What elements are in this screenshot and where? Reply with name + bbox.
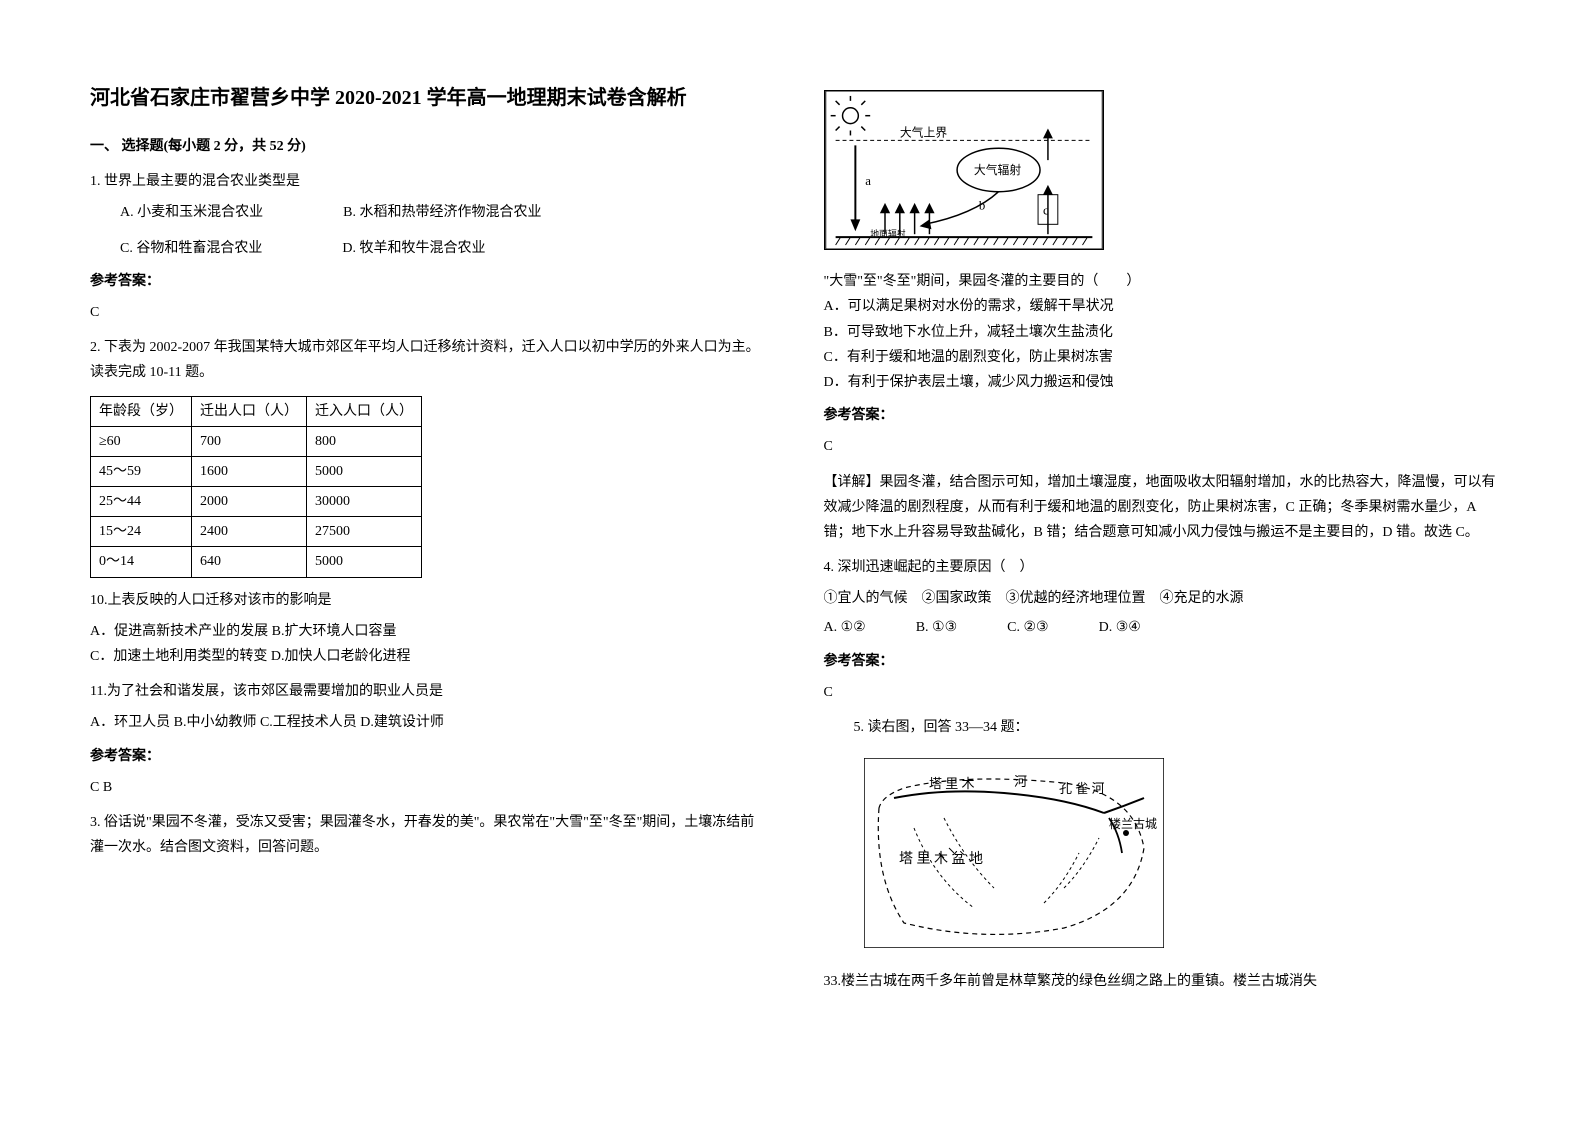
q3-opt-d: D．有利于保护表层土壤，减少风力搬运和侵蚀 [824,370,1498,395]
q1-opt-d: D. 牧羊和牧牛混合农业 [342,236,485,261]
map-city: 楼兰古城 [1109,816,1157,831]
label-radiation: 大气辐射 [973,163,1021,177]
table-row: 15～24240027500 [91,517,422,547]
table-cell: 800 [307,426,422,456]
map-river1: 塔 里 木 [929,776,975,791]
page-title: 河北省石家庄市翟营乡中学 2020-2021 学年高一地理期末试卷含解析 [90,80,764,116]
q1-opt-a: A. 小麦和玉米混合农业 [120,200,263,225]
label-ground: 地面辐射 [870,228,906,239]
table-cell: 15～24 [91,517,192,547]
table-cell: 25～44 [91,487,192,517]
q4-opt-c: C. ②③ [1007,615,1048,640]
q4-opt-b: B. ①③ [916,615,957,640]
map-basin: 塔 里 木 盆 地 [899,851,983,867]
q4-choices: ①宜人的气候 ②国家政策 ③优越的经济地理位置 ④充足的水源 [824,586,1498,611]
table-cell: 45～59 [91,456,192,486]
table-cell: ≥60 [91,426,192,456]
atmosphere-diagram: 大气上界 a 大气辐射 b c [824,90,1104,250]
q2-sub10-cd: C．加速土地利用类型的转变 D.加快人口老龄化进程 [90,644,764,669]
q4-opt-d: D. ③④ [1099,615,1141,640]
label-top: 大气上界 [899,125,947,139]
q1-opt-c: C. 谷物和牲畜混合农业 [120,236,262,261]
q1-answer-label: 参考答案： [90,269,764,294]
right-column: 大气上界 a 大气辐射 b c [824,80,1498,1042]
q3-stem: "大雪"至"冬至"期间，果园冬灌的主要目的（ ） [824,269,1498,294]
map-river1b: 河 [1014,774,1027,789]
q4-answer: C [824,680,1498,705]
table-row: ≥60700800 [91,426,422,456]
q1-opt-b: B. 水稻和热带经济作物混合农业 [343,200,541,225]
q3-opt-c: C．有利于缓和地温的剧烈变化，防止果树冻害 [824,345,1498,370]
label-b: b [978,199,984,213]
map-river2: 孔 雀 河 [1059,781,1105,796]
q3-opt-b: B．可导致地下水位上升，减轻土壤次生盐渍化 [824,320,1498,345]
table-cell: 2400 [192,517,307,547]
table-cell: 5000 [307,456,422,486]
left-column: 河北省石家庄市翟营乡中学 2020-2021 学年高一地理期末试卷含解析 一、 … [90,80,764,1042]
table-row: 25～44200030000 [91,487,422,517]
q3-text: 3. 俗话说"果园不冬灌，受冻又受害；果园灌冬水，开春发的美"。果农常在"大雪"… [90,810,764,860]
q4-opt-a: A. ①② [824,615,866,640]
q1-text: 1. 世界上最主要的混合农业类型是 [90,169,764,194]
q1-answer: C [90,300,764,325]
label-c: c [1043,203,1049,217]
table-row: 0～146405000 [91,547,422,577]
q2-sub10-ab: A．促进高新技术产业的发展 B.扩大环境人口容量 [90,619,764,644]
q2-sub10: 10.上表反映的人口迁移对该市的影响是 [90,588,764,613]
q2-answer: C B [90,775,764,800]
table-cell: 1600 [192,456,307,486]
table-cell: 640 [192,547,307,577]
q3-explain: 【详解】果园冬灌，结合图示可知，增加土壤湿度，地面吸收太阳辐射增加，水的比热容大… [824,470,1498,546]
table-cell: 30000 [307,487,422,517]
q3-answer: C [824,434,1498,459]
q2-table: 年龄段（岁） 迁出人口（人） 迁入人口（人） ≥6070080045～59160… [90,396,422,578]
q5-sub33: 33.楼兰古城在两千多年前曾是林草繁茂的绿色丝绸之路上的重镇。楼兰古城消失 [824,969,1498,994]
th-out: 迁出人口（人） [192,396,307,426]
q2-sub11-opts: A．环卫人员 B.中小幼教师 C.工程技术人员 D.建筑设计师 [90,710,764,735]
table-cell: 5000 [307,547,422,577]
table-row: 45～5916005000 [91,456,422,486]
q2-text: 2. 下表为 2002-2007 年我国某特大城市郊区年平均人口迁移统计资料，迁… [90,335,764,385]
q2-answer-label: 参考答案： [90,744,764,769]
tarim-map: 塔 里 木 河 孔 雀 河 塔 里 木 盆 地 楼兰古城 [864,758,1164,948]
section-header: 一、 选择题(每小题 2 分，共 52 分) [90,134,764,159]
q3-answer-label: 参考答案： [824,403,1498,428]
table-cell: 2000 [192,487,307,517]
table-cell: 0～14 [91,547,192,577]
table-cell: 700 [192,426,307,456]
label-a: a [865,174,871,188]
q4-text: 4. 深圳迅速崛起的主要原因（ ） [824,555,1498,580]
table-header-row: 年龄段（岁） 迁出人口（人） 迁入人口（人） [91,396,422,426]
th-age: 年龄段（岁） [91,396,192,426]
q2-sub11: 11.为了社会和谐发展，该市郊区最需要增加的职业人员是 [90,679,764,704]
q4-answer-label: 参考答案： [824,649,1498,674]
q3-opt-a: A．可以满足果树对水份的需求，缓解干旱状况 [824,294,1498,319]
table-cell: 27500 [307,517,422,547]
th-in: 迁入人口（人） [307,396,422,426]
q1-options: A. 小麦和玉米混合农业 B. 水稻和热带经济作物混合农业 C. 谷物和牲畜混合… [90,200,764,260]
q5-text: 5. 读右图，回答 33—34 题： [824,715,1498,740]
q4-options: A. ①② B. ①③ C. ②③ D. ③④ [824,615,1498,640]
